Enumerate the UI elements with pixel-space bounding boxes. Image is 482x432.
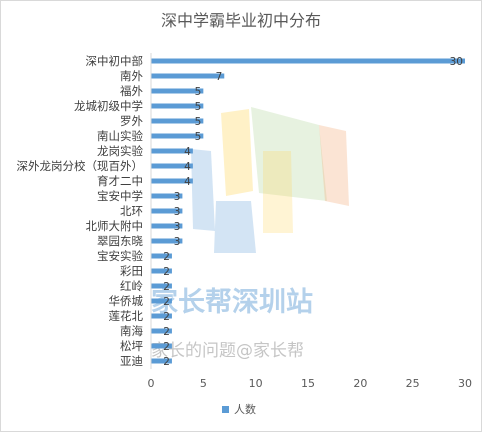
bar	[151, 358, 172, 364]
watermark-subtext: 家长的问题@家长帮	[151, 341, 304, 361]
legend-swatch	[222, 406, 229, 413]
bar	[151, 88, 204, 94]
bar	[151, 148, 193, 154]
category-label: 亚迪	[120, 354, 143, 368]
data-label: 5	[195, 116, 202, 128]
bar	[151, 298, 172, 304]
bar	[151, 133, 204, 139]
plot-area: 深中初中部 30 南外 7 福外 5 龙城初级中学 5 罗外 5 南山实验 5 龙岗实验 4 深外龙岗分校（…	[17, 54, 465, 368]
data-label: 2	[163, 311, 170, 323]
x-tick-label: 20	[353, 377, 367, 390]
watermark: 家长帮深圳站 家长的问题@家长帮	[151, 107, 349, 361]
category-label: 翠园东晓	[97, 234, 143, 248]
data-label: 2	[163, 281, 170, 293]
watermark-text: 家长帮深圳站	[151, 286, 313, 318]
category-label: 松坪	[120, 339, 143, 353]
category-label: 北师大附中	[86, 219, 144, 233]
bar	[151, 208, 183, 214]
category-label: 宝安实验	[97, 249, 143, 263]
data-label: 4	[184, 176, 191, 188]
x-tick-label: 15	[301, 377, 315, 390]
data-label: 2	[163, 251, 170, 263]
category-label: 南外	[120, 69, 143, 83]
bar	[151, 343, 172, 349]
bar	[151, 163, 193, 169]
legend-label: 人数	[234, 403, 256, 416]
category-label: 莲花北	[109, 309, 144, 323]
data-label: 2	[163, 266, 170, 278]
data-label: 7	[216, 71, 223, 83]
data-label: 30	[450, 56, 463, 68]
category-label: 罗外	[120, 114, 143, 128]
category-label: 南海	[120, 324, 143, 338]
category-label: 南山实验	[97, 129, 143, 143]
x-axis-ticks: 0 5 10 15 20 25 30	[148, 377, 473, 390]
data-label: 3	[174, 221, 181, 233]
bar	[151, 238, 183, 244]
bar	[151, 253, 172, 259]
data-label: 5	[195, 131, 202, 143]
data-label: 5	[195, 86, 202, 98]
data-label: 2	[163, 296, 170, 308]
data-label: 3	[174, 206, 181, 218]
data-label: 3	[174, 236, 181, 248]
data-label: 4	[184, 146, 191, 158]
bar	[151, 223, 183, 229]
category-label: 深中初中部	[86, 54, 144, 68]
x-tick-label: 30	[458, 377, 472, 390]
data-label: 2	[163, 341, 170, 353]
legend: 人数	[222, 403, 256, 416]
category-label: 福外	[120, 84, 143, 98]
bar	[151, 268, 172, 274]
chart-title: 深中学霸毕业初中分布	[161, 11, 321, 30]
x-tick-label: 10	[249, 377, 263, 390]
data-label: 3	[174, 191, 181, 203]
category-label: 宝安中学	[97, 189, 143, 203]
category-label: 龙岗实验	[97, 144, 143, 158]
category-label: 彩田	[120, 264, 143, 278]
bar	[151, 178, 193, 184]
x-tick-label: 0	[148, 377, 155, 390]
bar	[151, 103, 204, 109]
category-label: 红岭	[120, 279, 143, 293]
bar	[151, 73, 225, 79]
x-tick-label: 5	[200, 377, 207, 390]
category-label: 龙城初级中学	[74, 99, 143, 113]
bar	[151, 313, 172, 319]
data-label: 2	[163, 356, 170, 368]
data-label: 4	[184, 161, 191, 173]
x-tick-label: 25	[406, 377, 420, 390]
category-label: 育才二中	[97, 174, 143, 188]
watermark-logo	[191, 107, 349, 253]
bar	[151, 193, 183, 199]
category-label: 华侨城	[109, 294, 144, 308]
category-label: 北环	[120, 204, 143, 218]
bar	[151, 283, 172, 289]
bar	[151, 328, 172, 334]
data-label: 5	[195, 101, 202, 113]
data-label: 2	[163, 326, 170, 338]
category-label: 深外龙岗分校（现百外）	[17, 159, 144, 173]
bar	[151, 58, 465, 64]
bar	[151, 118, 204, 124]
